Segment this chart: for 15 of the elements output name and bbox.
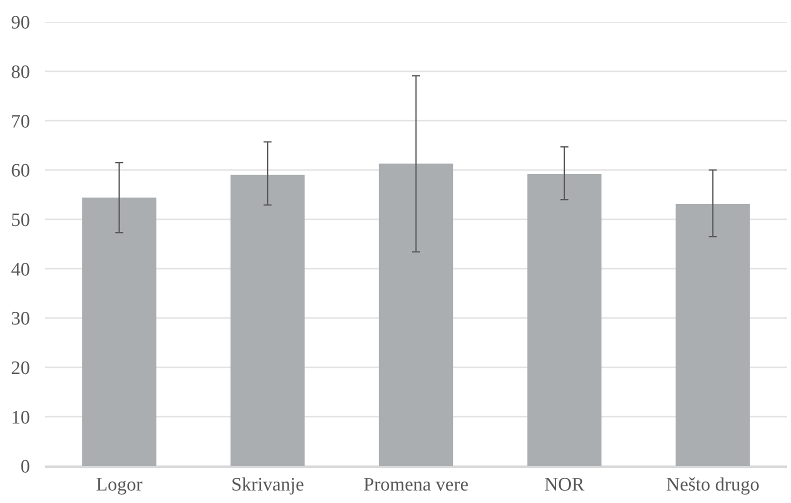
y-tick-label: 10	[11, 407, 30, 428]
x-tick-label: Promena vere	[364, 474, 468, 496]
x-tick-label: Nešto drugo	[666, 474, 760, 496]
y-tick-label: 30	[11, 308, 30, 330]
y-tick-label: 0	[20, 456, 30, 478]
x-tick-label: Logor	[96, 474, 144, 496]
y-tick-label: 80	[11, 62, 30, 83]
y-tick-label: 90	[11, 12, 30, 34]
y-tick-label: 70	[11, 111, 30, 132]
x-tick-label: Skrivanje	[231, 474, 304, 496]
y-tick-label: 20	[11, 358, 30, 379]
y-tick-label: 50	[11, 210, 30, 231]
y-tick-label: 40	[11, 259, 30, 280]
x-tick-label: NOR	[544, 474, 585, 496]
y-tick-label: 60	[11, 160, 30, 182]
